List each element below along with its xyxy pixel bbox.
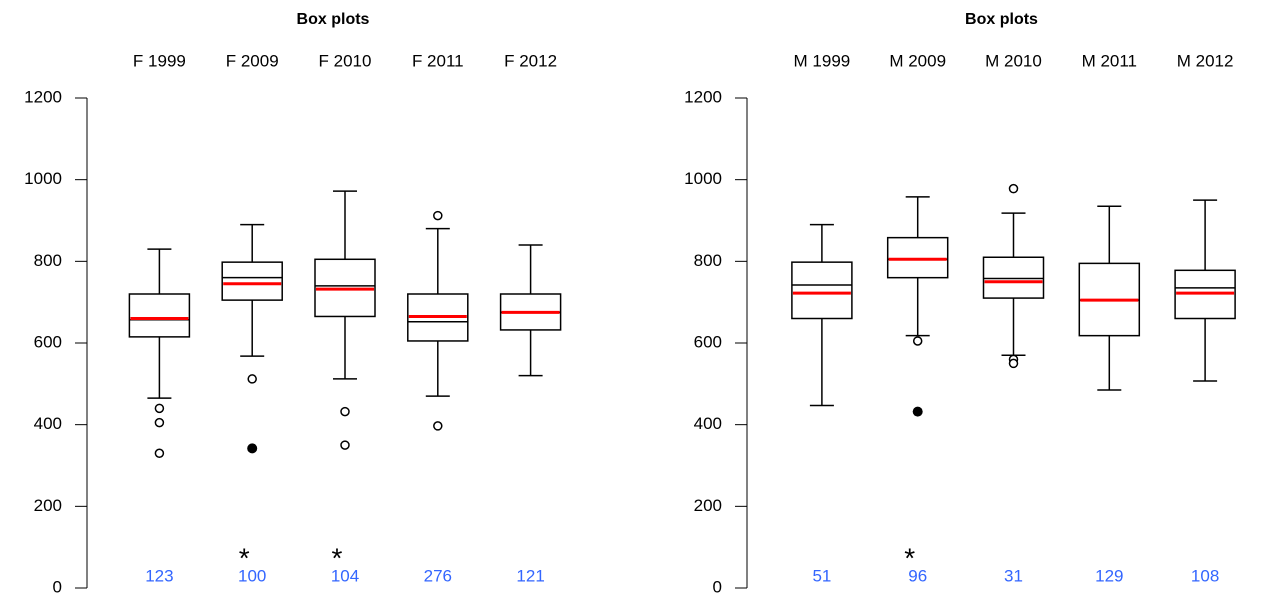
category-label: M 1999 (794, 51, 851, 70)
count-label: 121 (516, 566, 544, 585)
y-tick-label: 800 (694, 251, 722, 270)
chart-title: Box plots (297, 11, 370, 28)
outlier (1008, 183, 1019, 194)
annotation: * (239, 542, 250, 573)
chart-title: Box plots (965, 11, 1038, 28)
category-label: M 2009 (889, 51, 946, 70)
y-tick-label: 200 (34, 496, 62, 515)
outlier (1008, 358, 1019, 369)
count-label: 100 (238, 566, 266, 585)
category-label: F 2010 (319, 51, 372, 70)
y-tick-label: 800 (34, 251, 62, 270)
y-tick-label: 1000 (24, 169, 62, 188)
box (221, 261, 283, 301)
count-label: 276 (424, 566, 452, 585)
annotation: * (332, 542, 343, 573)
count-label: 108 (1191, 566, 1219, 585)
outlier (247, 374, 257, 384)
outlier (912, 336, 923, 346)
category-label: F 1999 (133, 51, 186, 70)
category-label: F 2012 (504, 51, 557, 70)
extreme-outlier (247, 443, 258, 454)
y-tick-label: 600 (34, 332, 62, 351)
box (128, 293, 191, 338)
count-label: 123 (145, 566, 173, 585)
box (791, 261, 853, 320)
outlier (433, 421, 443, 431)
outlier (154, 417, 165, 428)
annotation: * (904, 542, 915, 573)
y-tick-label: 0 (713, 577, 722, 593)
y-tick-label: 400 (34, 414, 62, 433)
count-label: 104 (331, 566, 359, 585)
category-label: M 2012 (1177, 51, 1234, 70)
count-label: 129 (1095, 566, 1123, 585)
y-tick-label: 1200 (684, 87, 722, 106)
category-label: M 2010 (985, 51, 1042, 70)
y-tick-label: 200 (694, 496, 722, 515)
category-label: M 2011 (1082, 51, 1137, 70)
outlier (154, 448, 165, 458)
count-label: 51 (812, 566, 831, 585)
box (886, 236, 949, 279)
box (982, 256, 1045, 299)
outlier (154, 403, 165, 414)
category-label: F 2011 (412, 51, 464, 70)
y-tick-label: 1200 (24, 87, 62, 106)
extreme-outlier (912, 406, 923, 417)
category-label: F 2009 (226, 51, 279, 70)
count-label: 96 (908, 566, 927, 585)
y-tick-label: 0 (53, 577, 62, 593)
y-tick-label: 1000 (684, 169, 722, 188)
count-label: 31 (1004, 566, 1023, 585)
outlier (340, 406, 350, 417)
outlier (433, 210, 443, 221)
y-tick-label: 600 (694, 332, 722, 351)
y-tick-label: 400 (694, 414, 722, 433)
outlier (340, 440, 350, 450)
